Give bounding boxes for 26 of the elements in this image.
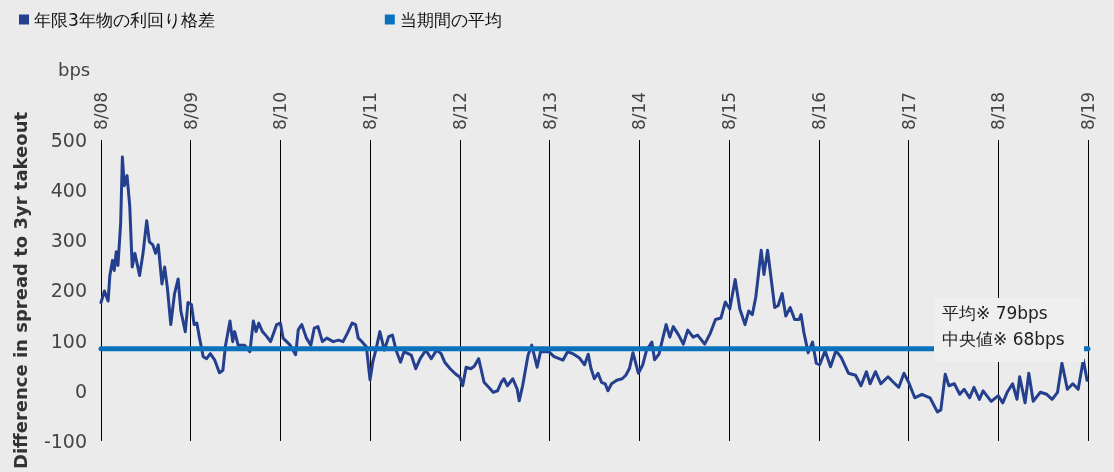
- line-series: [99, 155, 1089, 414]
- y-tick-label: 500: [50, 129, 87, 151]
- y-axis-title: Difference in spread to 3yr takeout: [9, 111, 31, 469]
- legend-label: 年限3年物の利回り格差: [34, 9, 215, 30]
- y-tick-label: 100: [50, 329, 87, 352]
- y-tick-label: 0: [74, 379, 87, 402]
- x-tick-label: 8/14: [629, 91, 650, 130]
- annotation: 中央値※ 68bps: [942, 328, 1065, 349]
- text: bps: [58, 58, 91, 80]
- legend-label: 当期間の平均: [399, 9, 502, 30]
- y-tick-label: 200: [50, 279, 87, 302]
- y-tick-label: -100: [43, 429, 87, 452]
- y-tick-label: 400: [50, 179, 87, 202]
- x-tick-label: 8/16: [808, 91, 829, 130]
- x-tick-label: 8/09: [180, 91, 201, 130]
- y-tick-label: 300: [50, 229, 87, 252]
- x-tick-label: 8/17: [898, 91, 919, 130]
- x-tick-label: 8/19: [1078, 91, 1098, 130]
- x-tick-label: 8/18: [988, 91, 1009, 130]
- x-tick-label: 8/11: [360, 91, 381, 130]
- x-tick-label: 8/12: [449, 91, 470, 130]
- x-tick-label: 8/10: [270, 91, 291, 130]
- x-tick-label: 8/08: [91, 91, 111, 130]
- x-tick-label: 8/13: [539, 91, 560, 130]
- x-tick-label: 8/15: [719, 91, 740, 130]
- annotation: 平均※ 79bps: [942, 302, 1048, 323]
